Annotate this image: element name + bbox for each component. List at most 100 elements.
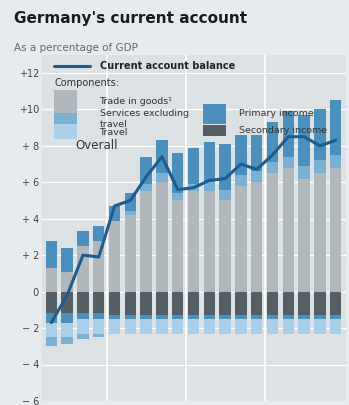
Bar <box>61 248 73 272</box>
Bar <box>330 168 341 292</box>
Bar <box>54 124 77 139</box>
Bar <box>93 241 104 292</box>
Bar <box>204 319 215 334</box>
Bar <box>140 292 152 315</box>
Bar <box>77 246 89 292</box>
Bar <box>188 148 199 184</box>
Bar <box>109 292 120 315</box>
Bar <box>125 319 136 334</box>
Bar <box>235 186 247 292</box>
Bar <box>267 173 278 292</box>
Bar <box>46 337 57 346</box>
Text: Components:: Components: <box>54 78 119 87</box>
Bar <box>235 175 247 186</box>
Text: Overall: Overall <box>75 139 118 152</box>
Bar <box>172 292 184 315</box>
Bar <box>251 292 262 315</box>
Bar <box>330 315 341 319</box>
Bar <box>283 168 294 292</box>
Bar <box>235 319 247 334</box>
Bar <box>125 292 136 315</box>
Bar <box>283 111 294 157</box>
Bar <box>220 144 231 190</box>
Bar <box>140 319 152 334</box>
Bar <box>314 173 326 292</box>
Bar <box>204 315 215 319</box>
Bar <box>156 292 168 315</box>
Bar <box>109 319 120 334</box>
Bar <box>93 334 104 337</box>
Bar <box>188 292 199 315</box>
Text: Secondary income: Secondary income <box>239 126 327 135</box>
Bar <box>251 315 262 319</box>
Bar <box>235 292 247 315</box>
Bar <box>220 319 231 334</box>
Bar <box>220 190 231 200</box>
Bar <box>140 157 152 184</box>
Bar <box>235 315 247 319</box>
Bar <box>203 104 225 124</box>
Bar <box>298 292 310 315</box>
Bar <box>156 141 168 173</box>
Bar <box>330 319 341 334</box>
Bar <box>251 182 262 292</box>
Bar <box>46 241 57 268</box>
Bar <box>267 315 278 319</box>
Bar <box>188 319 199 334</box>
Bar <box>54 113 77 124</box>
Bar <box>314 292 326 315</box>
Bar <box>283 157 294 168</box>
Bar <box>125 193 136 211</box>
Bar <box>314 109 326 160</box>
Bar <box>267 292 278 315</box>
Bar <box>204 192 215 292</box>
Bar <box>61 322 73 337</box>
Bar <box>188 184 199 192</box>
Text: Services excluding
travel: Services excluding travel <box>99 109 188 129</box>
Bar <box>125 211 136 215</box>
Bar <box>109 221 120 292</box>
Bar <box>61 337 73 344</box>
Bar <box>220 292 231 315</box>
Bar <box>156 173 168 182</box>
Bar <box>251 319 262 334</box>
Bar <box>140 315 152 319</box>
Text: As a percentage of GDP: As a percentage of GDP <box>14 43 138 53</box>
Bar <box>298 179 310 292</box>
Bar <box>203 126 225 136</box>
Bar <box>172 319 184 334</box>
Text: Travel: Travel <box>99 128 128 137</box>
Bar <box>93 292 104 313</box>
Bar <box>330 292 341 315</box>
Bar <box>156 315 168 319</box>
Text: Primary income: Primary income <box>239 109 314 118</box>
Bar <box>267 162 278 173</box>
Bar <box>172 200 184 292</box>
Bar <box>220 200 231 292</box>
Bar <box>140 184 152 192</box>
Bar <box>77 319 89 334</box>
Bar <box>283 292 294 315</box>
Bar <box>156 319 168 334</box>
Bar <box>61 272 73 292</box>
Bar <box>204 292 215 315</box>
Bar <box>77 313 89 319</box>
Bar <box>298 315 310 319</box>
Bar <box>77 232 89 246</box>
Bar <box>188 192 199 292</box>
Bar <box>109 315 120 319</box>
Bar <box>46 322 57 337</box>
Bar <box>330 155 341 168</box>
Bar <box>61 313 73 323</box>
Bar <box>46 292 57 313</box>
Bar <box>298 115 310 166</box>
Bar <box>251 171 262 182</box>
Bar <box>283 319 294 334</box>
Bar <box>93 226 104 241</box>
Bar <box>156 182 168 292</box>
Bar <box>298 166 310 179</box>
Bar <box>204 182 215 192</box>
Bar <box>204 142 215 182</box>
Bar <box>314 319 326 334</box>
Bar <box>46 268 57 292</box>
